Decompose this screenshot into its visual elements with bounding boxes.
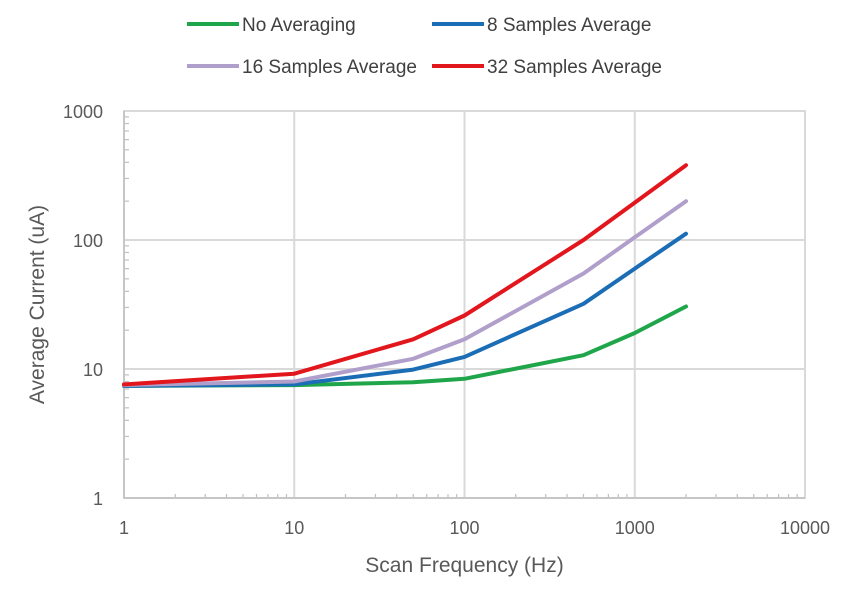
x-axis-title: Scan Frequency (Hz) [365, 554, 563, 577]
axes [123, 111, 805, 499]
grid-lines [123, 110, 806, 499]
x-tick-label: 1000 [615, 518, 655, 538]
legend-label: 16 Samples Average [242, 57, 417, 78]
x-tick-label: 10000 [780, 518, 830, 538]
series-lines [122, 163, 688, 388]
legend-label: 32 Samples Average [487, 57, 662, 78]
y-tick-labels: 1 10 100 1000 [63, 102, 103, 509]
y-axis-title: Average Current (uA) [26, 205, 49, 404]
legend-label: No Averaging [242, 15, 356, 36]
legend-label: 8 Samples Average [487, 15, 651, 36]
x-tick-labels: 1 10 100 1000 10000 [119, 518, 830, 538]
y-tick-label: 10 [83, 360, 103, 380]
series-line-3 [122, 199, 688, 388]
y-tick-label: 1000 [63, 102, 103, 122]
y-tick-label: 100 [73, 231, 103, 251]
x-tick-label: 100 [449, 518, 479, 538]
x-tick-label: 10 [284, 518, 304, 538]
series-line-2 [122, 231, 688, 388]
series-line-1 [122, 304, 688, 388]
x-tick-label: 1 [119, 518, 129, 538]
y-tick-label: 1 [93, 489, 103, 509]
minor-ticks [123, 116, 798, 499]
legend: No Averaging 8 Samples Average 16 Samples … [187, 15, 662, 78]
series-line-4 [122, 163, 688, 387]
